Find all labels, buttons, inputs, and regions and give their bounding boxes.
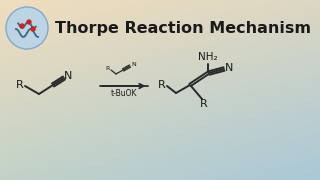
Text: NH₂: NH₂ [198, 52, 218, 62]
Text: R: R [200, 99, 208, 109]
Text: N: N [64, 71, 72, 81]
Text: Thorpe Reaction Mechanism: Thorpe Reaction Mechanism [55, 21, 311, 35]
Circle shape [6, 7, 48, 49]
Text: R: R [158, 80, 166, 90]
Circle shape [31, 27, 35, 31]
Text: R: R [16, 80, 24, 90]
Text: R: R [106, 66, 110, 71]
Text: t-BuOK: t-BuOK [111, 89, 137, 98]
Text: N: N [225, 63, 233, 73]
Circle shape [20, 24, 24, 28]
Text: N: N [132, 62, 136, 68]
Circle shape [27, 20, 31, 24]
